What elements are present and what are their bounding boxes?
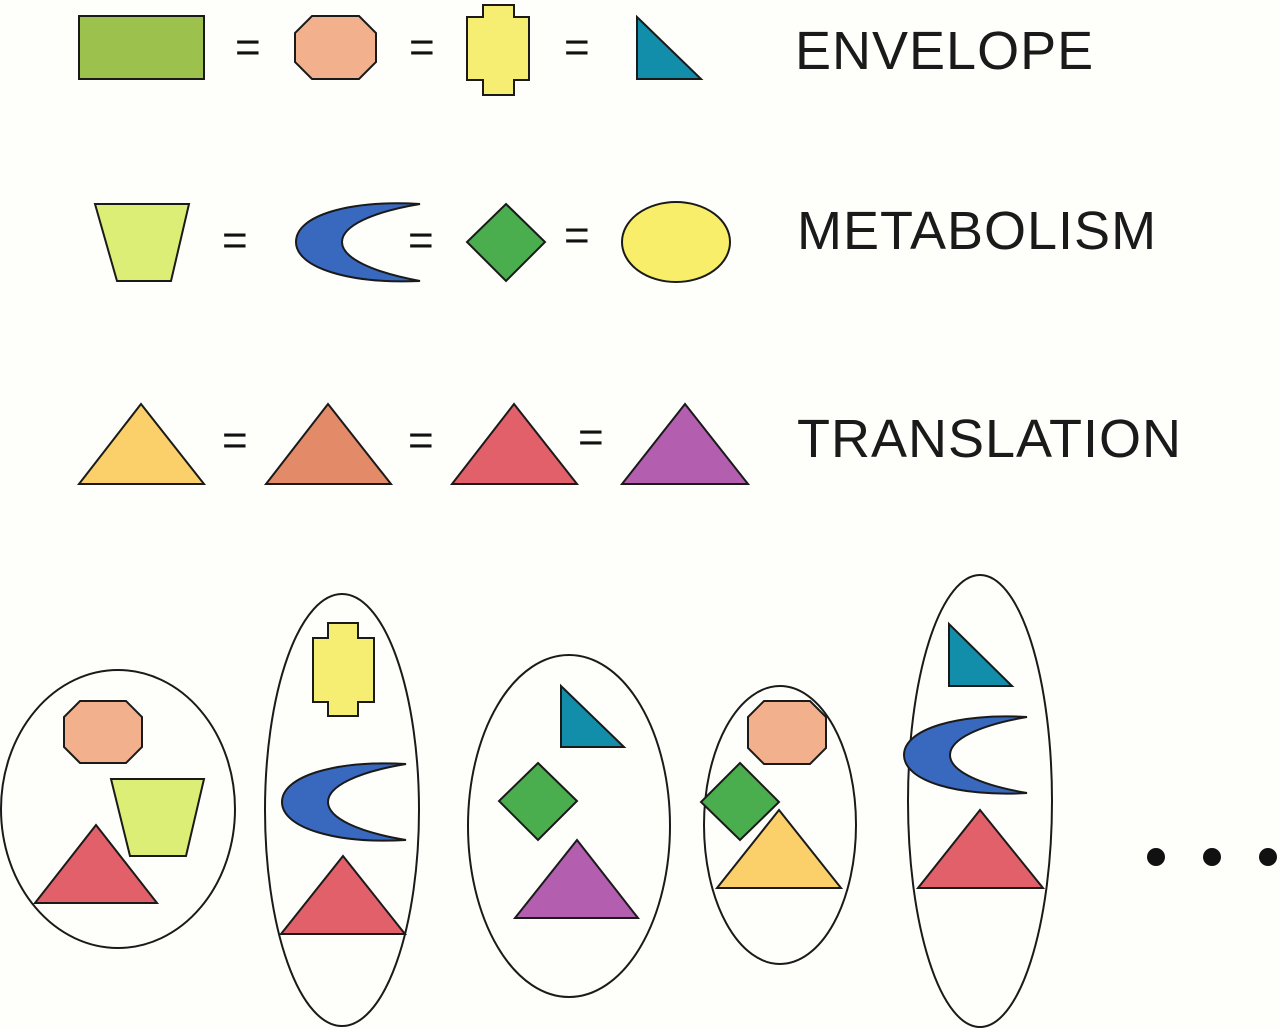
category-label-envelope: ENVELOPE	[795, 21, 1094, 81]
cell-membrane	[264, 593, 420, 1027]
gold-triangle-shape	[76, 402, 207, 485]
blue-crescent-shape	[902, 715, 1028, 795]
equals-sign: =	[408, 416, 434, 465]
red-triangle-shape	[915, 808, 1046, 889]
equals-sign: =	[564, 211, 590, 260]
green-rectangle-shape	[78, 15, 205, 80]
cell-4	[699, 685, 857, 965]
blue-crescent-shape	[294, 202, 421, 283]
coral-triangle-shape	[263, 402, 394, 485]
gold-triangle-shape	[714, 808, 844, 889]
purple-triangle-shape	[512, 838, 641, 919]
salmon-octagon-shape	[63, 700, 143, 764]
red-triangle-shape	[278, 854, 408, 935]
category-label-translation: TRANSLATION	[797, 409, 1182, 469]
cell-membrane	[467, 654, 671, 998]
equals-sign: =	[578, 413, 604, 462]
cell-3	[467, 654, 671, 998]
lime-trapezoid-shape	[109, 778, 206, 857]
green-diamond-shape	[699, 761, 781, 842]
equals-sign: =	[408, 216, 434, 265]
cell-membrane	[0, 669, 236, 949]
blue-crescent-shape	[280, 762, 407, 842]
cell-1	[0, 669, 236, 949]
equals-sign: =	[222, 416, 248, 465]
cell-2	[264, 593, 420, 1027]
legend-row-metabolism: = = = METABOLISM	[93, 201, 1157, 283]
cell-membrane	[703, 685, 857, 965]
purple-triangle-shape	[619, 402, 751, 485]
ellipsis-dot	[1203, 848, 1221, 866]
cell-5	[902, 574, 1053, 1028]
equals-sign: =	[409, 23, 435, 72]
teal-right-triangle-shape	[948, 621, 1015, 687]
ellipsis-dot	[1259, 848, 1277, 866]
yellow-ellipse-shape	[621, 201, 731, 283]
continuation-ellipsis	[1147, 848, 1277, 866]
legend-row-translation: = = = TRANSLATION	[76, 402, 1182, 485]
salmon-octagon-shape	[294, 15, 377, 80]
teal-right-triangle-shape	[560, 683, 627, 748]
equals-sign: =	[235, 23, 261, 72]
cell-membrane	[907, 574, 1053, 1028]
lime-trapezoid-shape	[93, 203, 191, 282]
salmon-octagon-shape	[747, 700, 827, 765]
green-diamond-shape	[497, 761, 579, 842]
equals-sign: =	[222, 216, 248, 265]
yellow-cross-shape	[312, 622, 375, 717]
yellow-cross-shape	[466, 4, 530, 96]
legend-row-envelope: = = = ENVELOPE	[78, 4, 1094, 96]
red-triangle-shape	[449, 402, 580, 485]
red-triangle-shape	[32, 823, 160, 904]
category-label-metabolism: METABOLISM	[797, 201, 1157, 261]
equals-sign: =	[564, 23, 590, 72]
ellipsis-dot	[1147, 848, 1165, 866]
teal-right-triangle-shape	[636, 14, 704, 80]
green-diamond-shape	[465, 202, 547, 283]
